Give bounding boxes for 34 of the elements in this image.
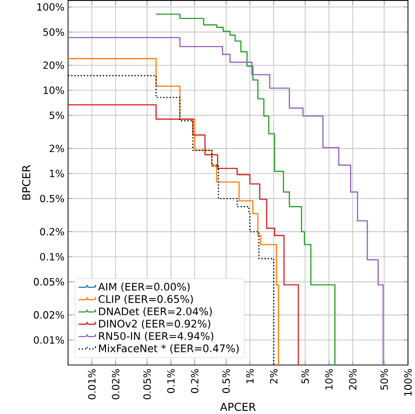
y-axis-title: BPCER bbox=[22, 164, 30, 200]
x-tick-label: 20% bbox=[348, 368, 356, 390]
y-tick-label: 50% bbox=[43, 28, 64, 36]
x-tick-label: 0.5% bbox=[222, 368, 230, 393]
legend-label: CLIP (EER=0.65%) bbox=[98, 294, 193, 304]
y-tick-label: 0.05% bbox=[34, 278, 64, 286]
x-tick-label: 50% bbox=[380, 368, 388, 390]
y-tick-label: 0.2% bbox=[40, 228, 64, 236]
y-tick-label: 20% bbox=[43, 61, 64, 69]
x-tick-label: 0.01% bbox=[88, 368, 96, 400]
y-tick-label: 0.02% bbox=[34, 311, 64, 319]
x-tick-label: 5% bbox=[301, 368, 309, 384]
legend-label: MixFaceNet * (EER=0.47%) bbox=[99, 344, 239, 354]
x-tick-label: 0.02% bbox=[112, 368, 120, 400]
legend-label: DINOv2 (EER=0.92%) bbox=[99, 319, 210, 329]
legend-label: AIM (EER=0.00%) bbox=[98, 282, 190, 292]
y-tick-label: 0.01% bbox=[34, 336, 64, 344]
y-tick-label: 1% bbox=[50, 170, 64, 178]
x-tick-label: 0.2% bbox=[190, 368, 198, 393]
x-tick-label: 0.05% bbox=[143, 368, 151, 400]
x-tick-label: 1% bbox=[246, 368, 254, 383]
y-tick-label: 0.1% bbox=[40, 252, 64, 260]
x-axis-title: APCER bbox=[220, 402, 256, 411]
legend-label: RN50-IN (EER=4.94%) bbox=[99, 332, 214, 342]
y-tick-label: 0.5% bbox=[40, 194, 64, 202]
y-tick-label: 100% bbox=[37, 3, 64, 11]
x-tick-label: 10% bbox=[325, 368, 333, 390]
x-tick-label: 2% bbox=[270, 368, 278, 384]
legend-label: DNADet (EER=2.04%) bbox=[99, 307, 212, 316]
y-tick-label: 5% bbox=[50, 111, 64, 119]
y-tick-label: 10% bbox=[44, 86, 64, 94]
x-tick-label: 0.1% bbox=[167, 368, 175, 393]
x-tick-label: 100% bbox=[404, 368, 412, 396]
y-tick-label: 2% bbox=[50, 144, 64, 152]
